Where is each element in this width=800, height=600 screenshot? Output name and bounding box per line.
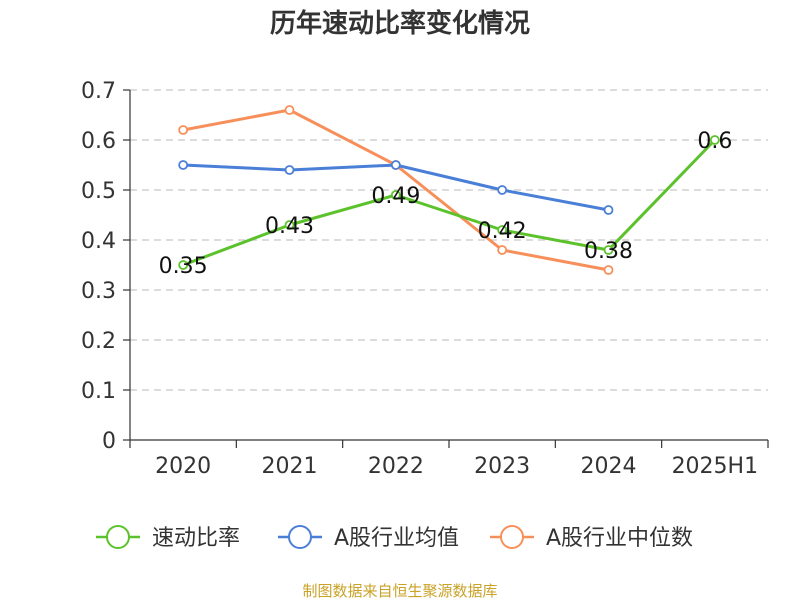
x-tick-label: 2023 — [474, 454, 530, 479]
data-point-0 — [178, 260, 189, 270]
data-point-2 — [284, 105, 295, 115]
legend-marker-2 — [500, 525, 524, 549]
data-point-0 — [390, 190, 401, 200]
y-tick-label: 0.1 — [81, 379, 116, 404]
data-point-0 — [709, 135, 720, 145]
chart-title: 历年速动比率变化情况 — [270, 8, 530, 39]
data-point-0 — [284, 220, 295, 230]
axes: 0 0.1 0.2 0.3 0.4 0.5 0.6 0.7 2020 2021 2022 2023 20… — [81, 79, 769, 479]
legend-marker-1 — [288, 525, 312, 549]
data-label: 0.43 — [265, 214, 314, 239]
y-tick-label: 0.6 — [81, 129, 116, 154]
data-point-2 — [178, 125, 189, 135]
data-labels: 0.35 0.43 0.49 0.42 0.38 0.6 — [159, 129, 733, 279]
data-point-1 — [497, 185, 508, 195]
legend-label-2: A股行业中位数 — [546, 526, 693, 551]
legend-marker-0 — [106, 525, 130, 549]
data-point-1 — [390, 160, 401, 170]
data-point-0 — [497, 225, 508, 235]
series-group — [178, 105, 720, 275]
data-label: 0.6 — [697, 129, 732, 154]
y-tick-label: 0.3 — [81, 279, 116, 304]
data-point-1 — [603, 205, 614, 215]
legend-label-0: 速动比率 — [152, 526, 240, 551]
y-tick-label: 0 — [102, 429, 116, 454]
y-tick-label: 0.2 — [81, 329, 116, 354]
data-point-2 — [497, 245, 508, 255]
source-note: 制图数据来自恒生聚源数据库 — [302, 582, 497, 600]
x-tick-label: 2025H1 — [672, 454, 759, 479]
y-tick-label: 0.7 — [81, 79, 116, 104]
y-tick-label: 0.4 — [81, 229, 116, 254]
legend: 速动比率 A股行业均值 A股行业中位数 — [96, 525, 693, 551]
y-tick-label: 0.5 — [81, 179, 116, 204]
x-tick-label: 2024 — [581, 454, 637, 479]
legend-label-1: A股行业均值 — [334, 526, 459, 551]
data-point-1 — [178, 160, 189, 170]
grid-lines — [130, 89, 768, 391]
series-line-0 — [182, 138, 716, 267]
x-tick-label: 2022 — [368, 454, 424, 479]
x-tick-label: 2020 — [155, 454, 211, 479]
data-label: 0.38 — [584, 239, 633, 264]
data-point-2 — [603, 265, 614, 275]
data-label: 0.49 — [371, 184, 420, 209]
data-label: 0.42 — [478, 219, 527, 244]
data-point-1 — [284, 165, 295, 175]
data-point-0 — [603, 245, 614, 255]
data-label: 0.35 — [159, 254, 208, 279]
x-tick-label: 2021 — [262, 454, 318, 479]
